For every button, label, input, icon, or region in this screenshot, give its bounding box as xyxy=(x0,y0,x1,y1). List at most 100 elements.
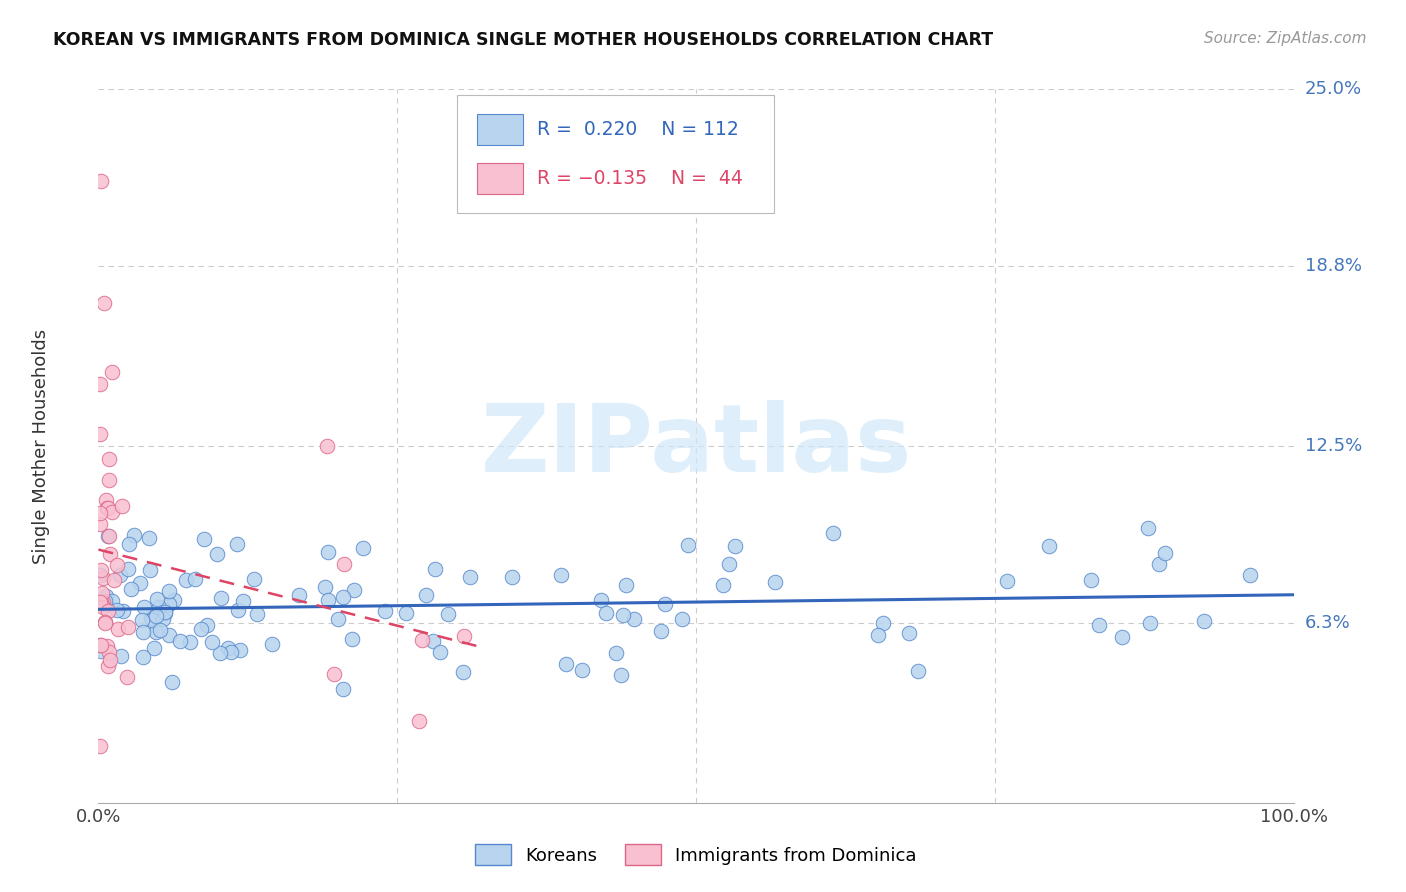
Point xyxy=(138,563,160,577)
Point xyxy=(100,505,122,519)
Point xyxy=(1154,546,1177,560)
Point xyxy=(149,623,172,637)
Point xyxy=(105,558,128,573)
Point xyxy=(374,604,396,618)
Point xyxy=(98,547,122,561)
Point xyxy=(453,665,475,679)
Point xyxy=(110,648,132,663)
Point xyxy=(138,531,160,545)
Point xyxy=(183,572,205,586)
Point xyxy=(148,600,170,615)
Point xyxy=(98,451,121,466)
Text: Source: ZipAtlas.com: Source: ZipAtlas.com xyxy=(1204,31,1367,46)
Point xyxy=(314,580,336,594)
Point xyxy=(117,620,139,634)
Point xyxy=(1139,615,1161,630)
Point xyxy=(654,597,676,611)
Text: 25.0%: 25.0% xyxy=(1305,80,1362,98)
Point xyxy=(129,576,152,591)
Point xyxy=(429,645,451,659)
Point xyxy=(162,675,184,690)
Point xyxy=(174,573,197,587)
Point xyxy=(1239,567,1261,582)
Point xyxy=(90,595,112,609)
Point xyxy=(555,657,578,671)
Point xyxy=(995,574,1018,588)
Point xyxy=(332,590,354,604)
Point xyxy=(89,377,111,392)
Point xyxy=(89,427,111,442)
Point xyxy=(89,595,111,609)
Point xyxy=(134,599,156,614)
Point xyxy=(118,537,141,551)
Point xyxy=(107,603,129,617)
Point xyxy=(287,588,309,602)
Point xyxy=(323,666,346,681)
Point xyxy=(93,616,115,631)
Legend: Koreans, Immigrants from Dominica: Koreans, Immigrants from Dominica xyxy=(468,837,924,872)
Point xyxy=(591,592,613,607)
Point xyxy=(208,646,231,660)
Point xyxy=(217,640,239,655)
Point xyxy=(157,598,180,612)
Point xyxy=(408,714,430,728)
Point xyxy=(678,538,700,552)
Point xyxy=(422,634,444,648)
Point xyxy=(131,624,153,639)
Point xyxy=(163,593,186,607)
Point xyxy=(340,632,363,647)
Point xyxy=(98,653,122,667)
Point xyxy=(98,473,121,487)
Point xyxy=(89,516,111,531)
Point xyxy=(131,613,153,627)
Point xyxy=(97,500,120,515)
Point xyxy=(90,643,112,657)
Point xyxy=(89,568,111,582)
Point xyxy=(316,439,339,453)
Point xyxy=(1149,557,1171,571)
Text: KOREAN VS IMMIGRANTS FROM DOMINICA SINGLE MOTHER HOUSEHOLDS CORRELATION CHART: KOREAN VS IMMIGRANTS FROM DOMINICA SINGL… xyxy=(53,31,994,49)
Point xyxy=(96,639,118,653)
Point xyxy=(141,613,163,627)
Point xyxy=(872,616,894,631)
Point xyxy=(97,603,120,617)
Point xyxy=(145,609,167,624)
Point xyxy=(1194,614,1216,628)
Point xyxy=(550,568,572,582)
Point xyxy=(139,611,162,625)
Point xyxy=(97,529,120,543)
Point xyxy=(423,562,446,576)
Point xyxy=(193,533,215,547)
Point xyxy=(153,606,176,620)
FancyBboxPatch shape xyxy=(457,95,773,212)
Point xyxy=(97,658,120,673)
Text: 6.3%: 6.3% xyxy=(1305,614,1350,632)
Point xyxy=(103,573,125,587)
Point xyxy=(453,629,475,643)
Point xyxy=(353,541,375,555)
Point xyxy=(89,506,111,520)
Point xyxy=(595,607,617,621)
FancyBboxPatch shape xyxy=(477,162,523,194)
FancyBboxPatch shape xyxy=(477,114,523,145)
Point xyxy=(671,612,693,626)
Point xyxy=(1087,618,1109,632)
Point xyxy=(243,572,266,586)
Point xyxy=(107,622,129,636)
Point xyxy=(94,598,117,612)
Point xyxy=(907,665,929,679)
Point xyxy=(209,591,232,605)
Point xyxy=(316,545,339,559)
Point xyxy=(94,593,117,607)
Point xyxy=(232,593,254,607)
Point xyxy=(724,539,747,553)
Point xyxy=(94,615,117,630)
Point xyxy=(415,588,437,602)
Point xyxy=(91,600,114,615)
Point xyxy=(153,605,176,619)
Point xyxy=(94,589,117,603)
Point xyxy=(101,593,124,607)
Point xyxy=(205,547,228,561)
Point xyxy=(111,500,134,514)
Point xyxy=(866,627,889,641)
